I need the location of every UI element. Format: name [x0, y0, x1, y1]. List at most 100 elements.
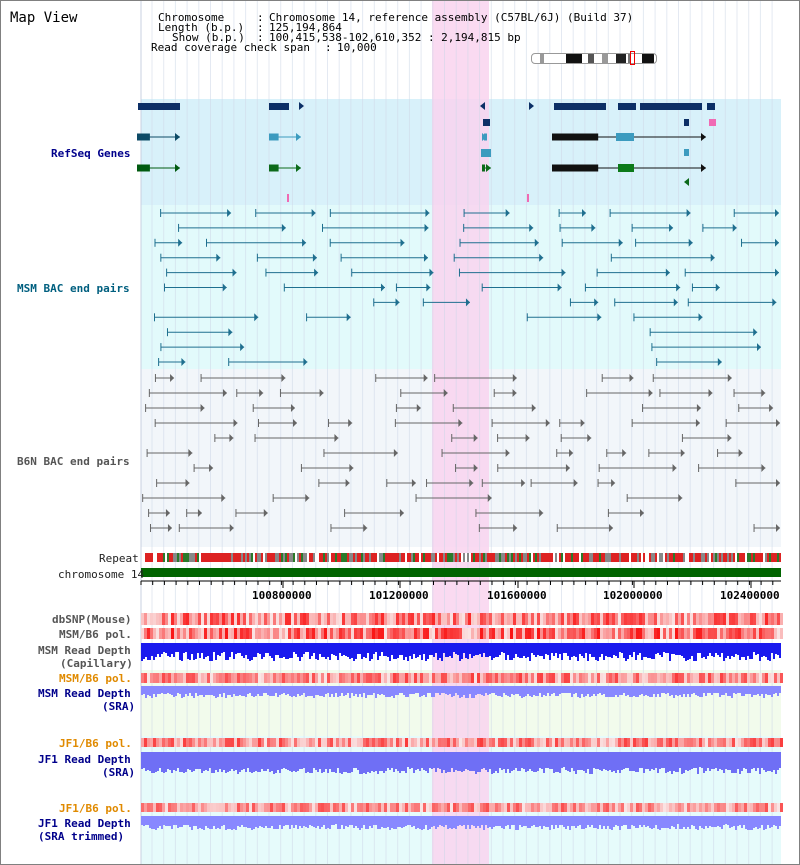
- depth-bar: [705, 816, 707, 826]
- depth-bar: [667, 643, 669, 653]
- bac-pair-arrow: [597, 313, 602, 322]
- heat-cell: [279, 613, 282, 625]
- repeat-mark: [651, 553, 653, 562]
- heat-cell: [483, 628, 486, 639]
- depth-bar: [463, 686, 465, 695]
- heat-cell: [372, 613, 375, 625]
- heat-cell: [768, 613, 771, 625]
- repeat-mark: [203, 553, 205, 562]
- repeat-mark: [337, 553, 339, 562]
- gene-exon: [552, 164, 599, 172]
- depth-bar: [157, 816, 159, 828]
- depth-bar: [245, 643, 247, 655]
- ideogram-position-marker[interactable]: [630, 51, 635, 65]
- heat-cell: [441, 803, 444, 812]
- repeat-mark: [721, 553, 723, 562]
- heat-cell: [651, 628, 654, 639]
- heat-cell: [246, 803, 249, 812]
- heat-cell: [237, 803, 240, 812]
- depth-bar: [619, 686, 621, 695]
- heat-cell: [549, 803, 552, 812]
- gene-block: [138, 103, 180, 110]
- heat-cell: [255, 673, 258, 683]
- depth-bar: [469, 686, 471, 694]
- repeat-mark: [369, 553, 371, 562]
- depth-bar: [239, 816, 241, 827]
- heat-cell: [507, 628, 510, 639]
- depth-bar: [611, 643, 613, 658]
- track-label-refseq: RefSeq Genes: [51, 147, 131, 160]
- heat-cell: [714, 738, 717, 747]
- depth-bar: [743, 816, 745, 825]
- track-label-msm-depth-cap: MSM Read Depth: [38, 644, 131, 657]
- depth-bar: [603, 816, 605, 826]
- heat-cell: [258, 673, 261, 683]
- depth-bar: [611, 686, 613, 697]
- depth-bar: [697, 643, 699, 653]
- repeat-mark: [459, 553, 461, 562]
- depth-bar: [655, 752, 657, 768]
- depth-bar: [185, 686, 187, 694]
- repeat-mark: [609, 553, 611, 562]
- depth-bar: [463, 816, 465, 825]
- repeat-mark: [507, 553, 509, 562]
- heat-cell: [180, 628, 183, 639]
- depth-bar: [545, 686, 547, 696]
- gene-arrow: [684, 178, 689, 186]
- depth-bar: [661, 752, 663, 768]
- depth-bar: [149, 752, 151, 771]
- heat-cell: [750, 803, 753, 812]
- depth-bar: [771, 752, 773, 772]
- heat-cell: [579, 803, 582, 812]
- depth-bar: [571, 643, 573, 657]
- bac-pair-arrow: [513, 524, 518, 532]
- depth-bar: [511, 752, 513, 771]
- depth-bar: [657, 643, 659, 653]
- heat-cell: [342, 613, 345, 625]
- heat-cell: [639, 738, 642, 747]
- heat-cell: [477, 628, 480, 639]
- depth-bar: [179, 686, 181, 694]
- repeat-mark: [765, 553, 767, 562]
- depth-bar: [477, 816, 479, 826]
- heat-cell: [759, 613, 762, 625]
- heat-cell: [414, 613, 417, 625]
- heat-cell: [675, 803, 678, 812]
- depth-bar: [267, 752, 269, 769]
- repeat-mark: [357, 553, 359, 562]
- heat-cell: [411, 673, 414, 683]
- depth-bar: [753, 643, 755, 652]
- depth-bar: [509, 816, 511, 829]
- depth-bar: [629, 643, 631, 655]
- heat-cell: [459, 803, 462, 812]
- depth-bar: [317, 816, 319, 826]
- depth-bar: [607, 686, 609, 697]
- repeat-mark: [565, 553, 567, 562]
- depth-bar: [735, 816, 737, 830]
- heat-cell: [543, 673, 546, 683]
- heat-cell: [306, 613, 309, 625]
- depth-bar: [655, 686, 657, 697]
- heat-cell: [576, 738, 579, 747]
- heat-cell: [693, 613, 696, 625]
- bac-pair-arrow: [676, 283, 681, 292]
- depth-bar: [665, 816, 667, 828]
- bac-pair-arrow: [222, 389, 227, 397]
- depth-bar: [263, 816, 265, 828]
- depth-bar: [419, 643, 421, 655]
- depth-bar: [735, 752, 737, 773]
- repeat-mark: [289, 553, 291, 562]
- depth-bar: [589, 643, 591, 654]
- heat-cell: [366, 628, 369, 639]
- repeat-mark: [539, 553, 541, 562]
- bac-pair-arrow: [314, 268, 319, 277]
- heat-cell: [771, 613, 774, 625]
- depth-bar: [271, 752, 273, 771]
- heat-cell: [759, 628, 762, 639]
- depth-bar: [323, 643, 325, 657]
- depth-bar: [229, 752, 231, 771]
- depth-bar: [361, 643, 363, 659]
- heat-cell: [174, 803, 177, 812]
- chromosome-ideogram[interactable]: [531, 53, 657, 64]
